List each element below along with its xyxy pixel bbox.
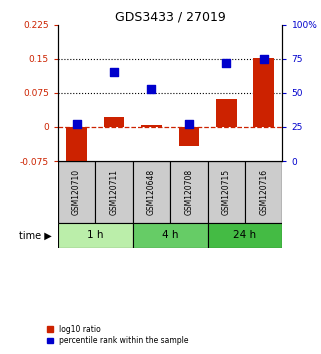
Text: GSM120710: GSM120710 — [72, 169, 81, 215]
Bar — [133, 223, 208, 248]
Point — [224, 60, 229, 66]
Bar — [141, 125, 162, 127]
Text: GSM120648: GSM120648 — [147, 169, 156, 215]
Point — [149, 86, 154, 92]
Bar — [208, 161, 245, 223]
Point — [74, 121, 79, 127]
Bar — [216, 99, 237, 127]
Bar — [245, 161, 282, 223]
Text: 4 h: 4 h — [162, 230, 178, 240]
Bar — [58, 223, 133, 248]
Text: GSM120715: GSM120715 — [222, 169, 231, 215]
Point — [111, 70, 117, 75]
Text: time ▶: time ▶ — [19, 230, 51, 240]
Bar — [133, 161, 170, 223]
Text: 24 h: 24 h — [233, 230, 256, 240]
Point — [186, 121, 191, 127]
Text: 1 h: 1 h — [87, 230, 103, 240]
Bar — [104, 117, 124, 127]
Text: GSM120708: GSM120708 — [184, 169, 193, 215]
Text: GSM120711: GSM120711 — [109, 169, 118, 215]
Text: GSM120716: GSM120716 — [259, 169, 268, 215]
Point — [261, 56, 266, 62]
Bar — [208, 223, 282, 248]
Title: GDS3433 / 27019: GDS3433 / 27019 — [115, 11, 226, 24]
Bar — [66, 127, 87, 172]
Bar — [58, 161, 95, 223]
Bar — [254, 58, 274, 127]
Bar — [95, 161, 133, 223]
Legend: log10 ratio, percentile rank within the sample: log10 ratio, percentile rank within the … — [46, 323, 190, 347]
Bar — [170, 161, 208, 223]
Bar — [178, 127, 199, 146]
